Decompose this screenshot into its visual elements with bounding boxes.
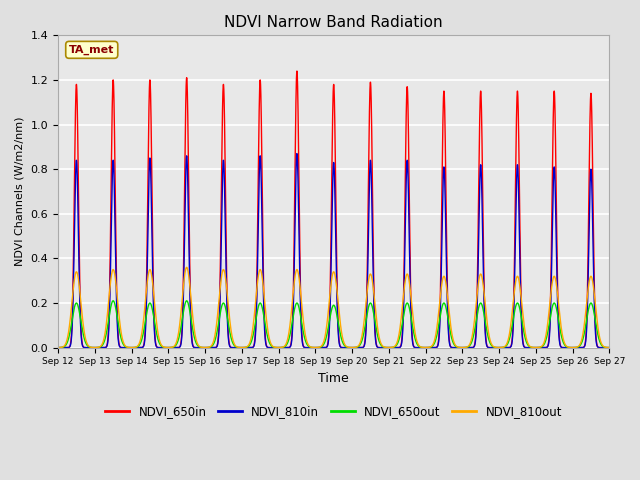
NDVI_650in	[166, 345, 174, 350]
Line: NDVI_650out: NDVI_650out	[58, 301, 609, 348]
NDVI_810out	[183, 264, 191, 270]
Line: NDVI_650in: NDVI_650in	[58, 71, 609, 348]
NDVI_810out	[488, 342, 496, 348]
NDVI_810out	[604, 345, 611, 350]
NDVI_810out	[172, 340, 180, 346]
X-axis label: Time: Time	[318, 372, 349, 385]
NDVI_650out	[604, 345, 611, 350]
NDVI_650out	[260, 317, 268, 323]
Legend: NDVI_650in, NDVI_810in, NDVI_650out, NDVI_810out: NDVI_650in, NDVI_810in, NDVI_650out, NDV…	[100, 400, 566, 423]
NDVI_650out	[166, 345, 174, 350]
NDVI_650in	[260, 314, 268, 320]
Title: NDVI Narrow Band Radiation: NDVI Narrow Band Radiation	[225, 15, 443, 30]
Line: NDVI_810in: NDVI_810in	[58, 154, 609, 348]
NDVI_650in	[604, 345, 611, 350]
NDVI_650in	[54, 345, 62, 350]
NDVI_650in	[605, 345, 613, 350]
NDVI_810in	[410, 344, 418, 349]
Line: NDVI_810out: NDVI_810out	[58, 267, 609, 348]
NDVI_810in	[172, 345, 180, 350]
NDVI_810in	[54, 345, 62, 350]
NDVI_810in	[166, 345, 174, 350]
NDVI_810out	[605, 345, 613, 350]
NDVI_650out	[172, 342, 180, 348]
NDVI_650out	[54, 345, 62, 350]
NDVI_810out	[54, 345, 62, 350]
NDVI_650out	[109, 298, 117, 304]
NDVI_810out	[260, 296, 268, 302]
NDVI_810out	[410, 321, 418, 326]
NDVI_650out	[605, 345, 613, 350]
NDVI_650in	[410, 344, 418, 349]
Text: TA_met: TA_met	[69, 45, 115, 55]
NDVI_650out	[488, 343, 496, 349]
Y-axis label: NDVI Channels (W/m2/nm): NDVI Channels (W/m2/nm)	[15, 117, 25, 266]
NDVI_810in	[260, 323, 268, 329]
NDVI_650in	[488, 345, 496, 350]
NDVI_810out	[166, 345, 174, 350]
NDVI_650in	[172, 345, 180, 350]
NDVI_650out	[410, 330, 418, 336]
NDVI_650in	[293, 68, 301, 74]
NDVI_810in	[488, 345, 496, 350]
NDVI_810in	[604, 345, 611, 350]
NDVI_810in	[293, 151, 301, 156]
NDVI_810in	[605, 345, 613, 350]
